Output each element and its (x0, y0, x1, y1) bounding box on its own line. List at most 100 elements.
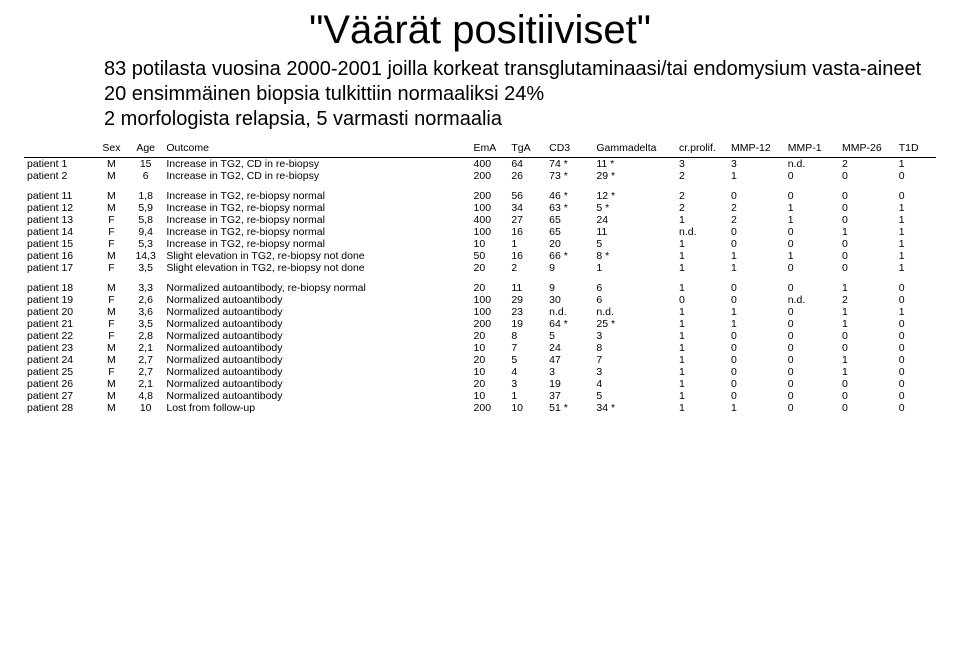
table-cell: patient 22 (24, 330, 95, 342)
table-cell: 1 (785, 214, 839, 226)
table-cell: 5 (546, 330, 593, 342)
table-cell: 25 * (593, 318, 676, 330)
table-row: patient 24M2,7Normalized autoantibody205… (24, 354, 936, 366)
table-cell: 19 (546, 378, 593, 390)
table-cell: M (95, 402, 128, 414)
table-cell: 8 (508, 330, 546, 342)
table-row: patient 14F9,4Increase in TG2, re-biopsy… (24, 226, 936, 238)
table-cell: Increase in TG2, re-biopsy normal (163, 190, 470, 202)
table-cell: 37 (546, 390, 593, 402)
table-cell: 0 (785, 354, 839, 366)
table-cell: 1 (676, 238, 728, 250)
table-cell: Slight elevation in TG2, re-biopsy not d… (163, 262, 470, 274)
table-row: patient 17F3,5Slight elevation in TG2, r… (24, 262, 936, 274)
table-cell: patient 25 (24, 366, 95, 378)
table-cell: 2,7 (128, 366, 163, 378)
table-cell: 64 * (546, 318, 593, 330)
bullet-item: 83 potilasta vuosina 2000-2001 joilla ko… (122, 57, 936, 82)
table-cell: 0 (728, 342, 785, 354)
table-cell: 1 (785, 250, 839, 262)
table-cell: 1 (728, 262, 785, 274)
table-cell: 100 (471, 226, 509, 238)
table-cell: 65 (546, 214, 593, 226)
table-cell: 1 (676, 330, 728, 342)
table-cell: patient 24 (24, 354, 95, 366)
table-cell: 400 (471, 158, 509, 171)
table-cell: 0 (785, 306, 839, 318)
table-cell: 1 (676, 214, 728, 226)
table-cell: 7 (508, 342, 546, 354)
table-cell: 0 (839, 238, 896, 250)
table-cell: 1 (896, 306, 936, 318)
table-cell: F (95, 238, 128, 250)
table-cell: 0 (728, 378, 785, 390)
table-cell: 0 (839, 262, 896, 274)
table-cell: 1 (676, 378, 728, 390)
table-cell: patient 26 (24, 378, 95, 390)
table-cell: 2 (676, 170, 728, 182)
table-cell: 0 (896, 390, 936, 402)
table-cell: Increase in TG2, re-biopsy normal (163, 214, 470, 226)
table-cell: 0 (839, 190, 896, 202)
table-row: patient 19F2,6Normalized autoantibody100… (24, 294, 936, 306)
table-row: patient 21F3,5Normalized autoantibody200… (24, 318, 936, 330)
table-cell: 0 (728, 226, 785, 238)
table-cell: F (95, 366, 128, 378)
table-row: patient 16M14,3Slight elevation in TG2, … (24, 250, 936, 262)
column-header: Outcome (163, 142, 470, 158)
table-cell: 0 (896, 318, 936, 330)
table-cell: M (95, 170, 128, 182)
table-cell: 20 (471, 330, 509, 342)
table-cell: patient 1 (24, 158, 95, 171)
data-table: SexAgeOutcomeEmATgACD3Gammadeltacr.proli… (24, 142, 936, 414)
table-cell: 12 * (593, 190, 676, 202)
table-cell: 1 (839, 318, 896, 330)
table-cell: 0 (785, 282, 839, 294)
table-cell: 0 (785, 238, 839, 250)
table-cell: Increase in TG2, CD in re-biopsy (163, 170, 470, 182)
table-cell: 1 (896, 214, 936, 226)
table-cell: 11 (593, 226, 676, 238)
table-cell: 200 (471, 190, 509, 202)
table-cell: F (95, 330, 128, 342)
column-header: CD3 (546, 142, 593, 158)
table-cell: M (95, 390, 128, 402)
table-cell: F (95, 214, 128, 226)
table-row: patient 11M1,8Increase in TG2, re-biopsy… (24, 190, 936, 202)
table-cell: 0 (785, 262, 839, 274)
table-cell: 1 (896, 226, 936, 238)
table-cell: 1 (676, 282, 728, 294)
column-header: T1D (896, 142, 936, 158)
table-cell: 0 (896, 402, 936, 414)
table-cell: 4,8 (128, 390, 163, 402)
table-cell: patient 28 (24, 402, 95, 414)
table-cell: M (95, 202, 128, 214)
column-header: EmA (471, 142, 509, 158)
table-cell: 3,6 (128, 306, 163, 318)
table-cell: patient 14 (24, 226, 95, 238)
table-cell: 0 (839, 214, 896, 226)
table-cell: 8 (593, 342, 676, 354)
table-cell: patient 12 (24, 202, 95, 214)
table-cell: 2 (728, 214, 785, 226)
table-cell: M (95, 306, 128, 318)
table-cell: 51 * (546, 402, 593, 414)
table-cell: 3 (728, 158, 785, 171)
page-title: "Väärät positiiviset" (24, 8, 936, 53)
table-cell: 19 (508, 318, 546, 330)
table-cell: 100 (471, 306, 509, 318)
table-row: patient 22F2,8Normalized autoantibody208… (24, 330, 936, 342)
table-cell: 0 (839, 330, 896, 342)
table-cell: 3 (593, 330, 676, 342)
table-cell: 1 (728, 250, 785, 262)
table-cell: 4 (593, 378, 676, 390)
column-header: Gammadelta (593, 142, 676, 158)
table-cell: 63 * (546, 202, 593, 214)
table-cell: 5 (593, 390, 676, 402)
table-cell: 2 (676, 202, 728, 214)
table-cell: 0 (896, 378, 936, 390)
table-cell: 11 (508, 282, 546, 294)
table-cell: 3 (593, 366, 676, 378)
table-cell: Normalized autoantibody (163, 330, 470, 342)
table-cell: 50 (471, 250, 509, 262)
